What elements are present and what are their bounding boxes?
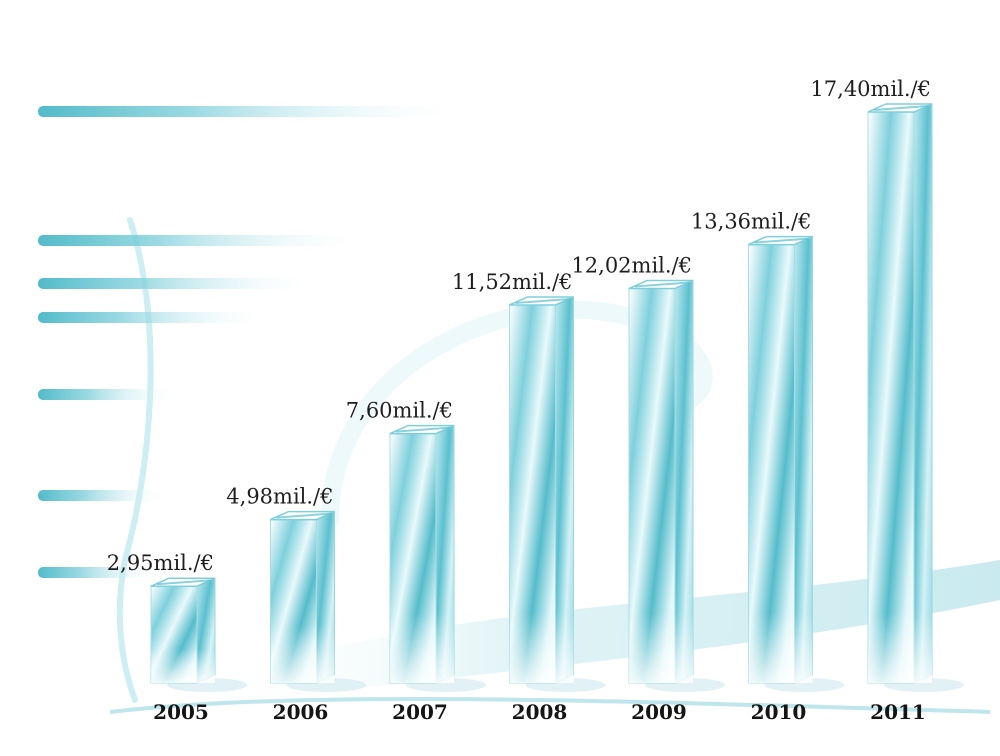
x-tick-label: 2009 bbox=[631, 700, 687, 724]
bar-side-face bbox=[913, 103, 933, 684]
bar-2011 bbox=[867, 103, 964, 692]
bar-2007 bbox=[389, 424, 486, 692]
value-labels-layer: 2,95mil./€ 4,98mil./€ 7,60mil./€ 11,52mil./… bbox=[107, 77, 931, 575]
data-label: 17,40mil./€ bbox=[810, 77, 931, 101]
bar-reflection bbox=[270, 625, 335, 683]
x-tick-label: 2010 bbox=[751, 700, 807, 724]
x-tick-label: 2011 bbox=[870, 700, 926, 724]
left-streak bbox=[38, 312, 268, 323]
x-tick-label: 2006 bbox=[273, 700, 329, 724]
data-label: 13,36mil./€ bbox=[691, 210, 812, 234]
left-streak bbox=[38, 389, 178, 400]
bar-top-highlight bbox=[515, 297, 570, 304]
bars-layer bbox=[150, 103, 964, 692]
bar-2006 bbox=[270, 510, 367, 692]
decorative-base-curve bbox=[109, 696, 991, 714]
bar-reflection bbox=[629, 613, 693, 683]
bar-reflection bbox=[748, 613, 813, 683]
bar-2008 bbox=[509, 296, 606, 692]
bar-front-face bbox=[748, 244, 795, 684]
bar-top-highlight bbox=[634, 281, 690, 288]
bar-top-highlight bbox=[754, 237, 809, 244]
left-streak bbox=[38, 490, 168, 501]
left-streak bbox=[38, 567, 158, 578]
data-label: 12,02mil./€ bbox=[571, 254, 692, 278]
bar-top-highlight bbox=[873, 105, 929, 111]
x-tick-label: 2007 bbox=[392, 700, 448, 724]
bar-2009 bbox=[628, 279, 725, 692]
bar-reflection bbox=[868, 613, 932, 683]
bar-top-highlight bbox=[395, 426, 451, 433]
left-streak bbox=[38, 235, 368, 246]
bar-reflection bbox=[509, 613, 574, 683]
bar-top-highlight bbox=[156, 579, 212, 586]
bar-reflection bbox=[390, 613, 454, 683]
data-label: 2,95mil./€ bbox=[107, 551, 214, 575]
data-label: 11,52mil./€ bbox=[452, 270, 573, 294]
x-tick-label: 2008 bbox=[512, 700, 568, 724]
bar-2010 bbox=[748, 235, 845, 692]
data-label: 7,60mil./€ bbox=[346, 399, 453, 423]
data-label: 4,98mil./€ bbox=[226, 485, 333, 509]
left-streak bbox=[38, 106, 468, 117]
bar-reflection bbox=[151, 649, 215, 683]
bar-2005 bbox=[150, 577, 247, 692]
bar-front-face bbox=[867, 111, 915, 684]
decorative-arc bbox=[116, 217, 154, 703]
x-tick-label: 2005 bbox=[153, 700, 209, 724]
left-streak bbox=[38, 278, 318, 289]
x-axis-tick-labels: 2005 2006 2007 2008 2009 2010 2011 bbox=[153, 700, 926, 724]
bar-top-highlight bbox=[276, 512, 331, 519]
